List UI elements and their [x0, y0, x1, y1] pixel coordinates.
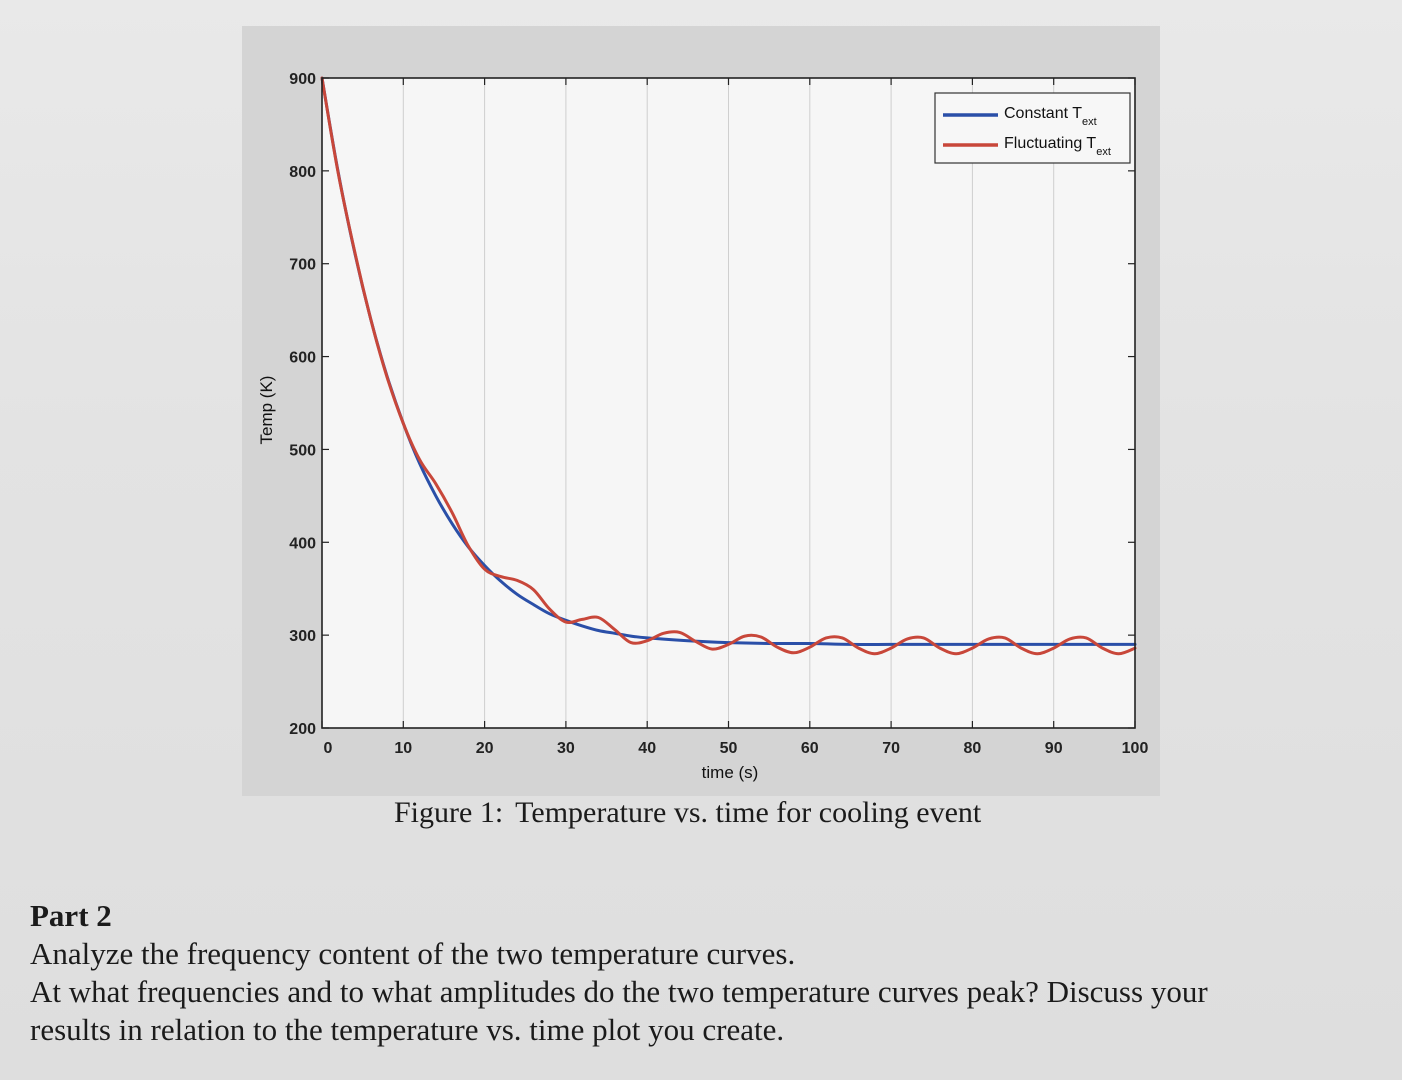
- y-tick-label: 500: [289, 442, 316, 459]
- y-tick-label: 200: [289, 721, 316, 738]
- y-tick-label: 700: [289, 257, 316, 274]
- y-tick-label: 600: [289, 350, 316, 367]
- axis-ticks: [321, 77, 1136, 729]
- part2-heading: Part 2: [30, 898, 112, 933]
- part2-line-2: At what frequencies and to what amplitud…: [30, 974, 1208, 1009]
- caption-number: Figure 1:: [394, 796, 504, 829]
- x-tick-label: 20: [476, 740, 494, 757]
- x-tick-label: 60: [801, 740, 819, 757]
- y-tick-label: 400: [289, 535, 316, 552]
- figure-caption: Figure 1: Temperature vs. time for coolin…: [394, 796, 981, 830]
- x-tick-label: 70: [882, 740, 900, 757]
- x-tick-label: 40: [638, 740, 656, 757]
- legend-subscript-constant: ext: [1082, 116, 1097, 128]
- legend: Constant Text Fluctuating Text: [934, 92, 1131, 164]
- caption-text: Temperature vs. time for cooling event: [515, 796, 982, 829]
- tick-labels: 0 10 20 30 40 50 60 70 80 90 100 200 300 400 500 600 700…: [289, 71, 1148, 757]
- part2-line-3: results in relation to the temperature v…: [30, 1012, 785, 1047]
- x-tick-label: 80: [964, 740, 982, 757]
- grid-lines: [402, 78, 1055, 728]
- part2-section: Part 2 Analyze the frequency content of …: [30, 897, 1370, 1049]
- x-tick-label: 0: [324, 740, 333, 757]
- y-tick-label: 300: [289, 628, 316, 645]
- y-tick-label: 800: [289, 164, 316, 181]
- x-tick-label: 10: [394, 740, 412, 757]
- y-axis-label: Temp (K): [257, 376, 276, 445]
- x-tick-label: 100: [1122, 740, 1149, 757]
- legend-name-constant: Constant T: [1004, 105, 1082, 122]
- legend-subscript-fluctuating: ext: [1096, 146, 1111, 158]
- part2-line-1: Analyze the frequency content of the two…: [30, 936, 796, 971]
- x-tick-label: 50: [720, 740, 738, 757]
- series-line-fluctuating: [320, 76, 1137, 656]
- y-tick-label: 900: [289, 71, 316, 88]
- x-tick-label: 30: [557, 740, 575, 757]
- legend-box: [934, 92, 1131, 164]
- x-axis-label: time (s): [702, 763, 759, 782]
- legend-label-constant: Constant Text: [1004, 105, 1097, 128]
- legend-label-fluctuating: Fluctuating Text: [1004, 135, 1111, 158]
- x-tick-label: 90: [1045, 740, 1063, 757]
- legend-name-fluctuating: Fluctuating T: [1004, 135, 1096, 152]
- series-layer: [320, 76, 1137, 656]
